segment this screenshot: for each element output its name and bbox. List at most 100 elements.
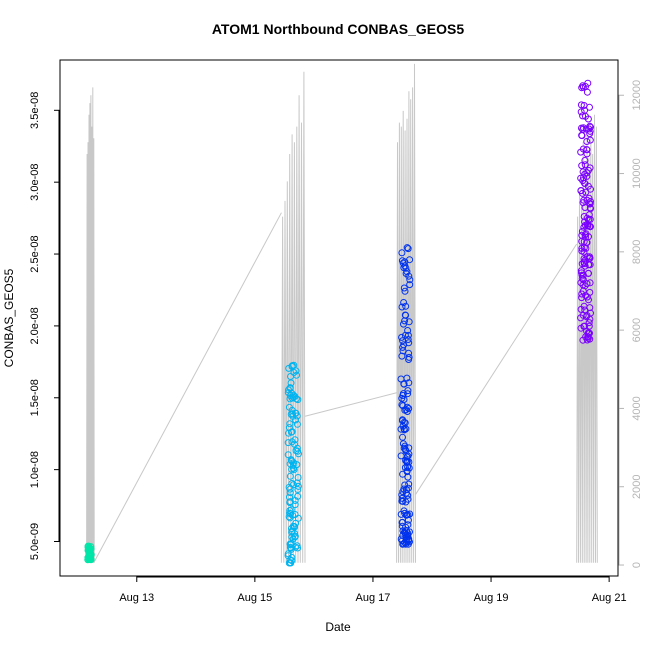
data-point bbox=[586, 103, 593, 111]
data-point bbox=[287, 559, 295, 567]
y2-tick-label: 0 bbox=[631, 562, 643, 568]
data-point bbox=[398, 333, 406, 341]
data-point bbox=[287, 379, 295, 387]
data-point bbox=[399, 488, 407, 496]
data-point bbox=[399, 540, 407, 548]
series-4 bbox=[577, 79, 594, 344]
data-point bbox=[398, 394, 406, 402]
data-point bbox=[579, 276, 587, 284]
altitude-ferry-leg-1 bbox=[93, 212, 282, 563]
y-tick-label: 2.5e-08 bbox=[29, 235, 41, 272]
chart-title: ATOM1 Northbound CONBAS_GEOS5 bbox=[212, 21, 464, 37]
y-tick-label: 3.5e-08 bbox=[29, 92, 41, 129]
data-point bbox=[402, 302, 410, 310]
data-point bbox=[398, 303, 406, 311]
data-point bbox=[583, 253, 591, 261]
data-point bbox=[579, 189, 586, 197]
data-point bbox=[399, 470, 407, 478]
data-point bbox=[577, 101, 585, 109]
data-point bbox=[291, 501, 299, 509]
data-point bbox=[399, 392, 407, 399]
data-point bbox=[289, 511, 296, 519]
x-tick-label: Aug 21 bbox=[592, 592, 627, 604]
data-point bbox=[578, 131, 586, 139]
data-point bbox=[284, 439, 292, 447]
data-point bbox=[401, 287, 409, 295]
data-point bbox=[294, 482, 302, 490]
y2-tick-label: 12000 bbox=[631, 80, 643, 111]
data-point bbox=[405, 339, 413, 347]
data-point bbox=[406, 276, 414, 284]
data-point bbox=[288, 533, 296, 541]
data-point bbox=[399, 337, 407, 345]
data-point bbox=[292, 519, 300, 527]
data-point bbox=[404, 331, 412, 339]
data-point bbox=[401, 317, 409, 325]
data-point bbox=[582, 230, 590, 238]
data-point bbox=[404, 484, 412, 492]
data-point bbox=[578, 162, 586, 170]
x-axis-label: Date bbox=[325, 620, 351, 634]
data-point bbox=[583, 172, 591, 180]
x-tick-label: Aug 13 bbox=[119, 592, 154, 604]
data-point bbox=[405, 318, 413, 326]
data-point bbox=[399, 440, 407, 448]
data-point bbox=[579, 271, 587, 279]
y2-tick-label: 6000 bbox=[631, 318, 643, 342]
y-tick-label: 1.5e-08 bbox=[29, 379, 41, 416]
data-point bbox=[583, 138, 591, 145]
data-point bbox=[401, 331, 409, 339]
y-tick-label: 3.0e-08 bbox=[29, 164, 41, 201]
altitude-trace-flight-1 bbox=[86, 87, 95, 563]
data-point bbox=[578, 231, 586, 239]
data-point bbox=[579, 168, 587, 176]
data-point bbox=[286, 543, 294, 551]
data-point bbox=[582, 313, 590, 321]
data-point bbox=[86, 555, 94, 562]
data-point bbox=[578, 244, 586, 252]
x-tick-label: Aug 17 bbox=[356, 592, 391, 604]
data-point bbox=[404, 491, 412, 499]
data-point bbox=[292, 416, 299, 424]
data-point bbox=[405, 356, 413, 363]
altitude-trace-flight-3 bbox=[396, 63, 416, 563]
data-point bbox=[403, 244, 411, 252]
series-3 bbox=[397, 244, 414, 548]
data-point bbox=[405, 464, 413, 472]
data-point bbox=[405, 450, 413, 458]
data-point bbox=[288, 465, 296, 473]
data-point bbox=[294, 544, 302, 552]
data-point bbox=[400, 507, 408, 515]
data-point bbox=[398, 519, 406, 526]
data-point bbox=[400, 380, 408, 388]
data-point bbox=[586, 253, 594, 261]
data-point bbox=[290, 361, 298, 369]
data-point bbox=[585, 319, 593, 327]
data-point bbox=[294, 486, 302, 493]
data-point bbox=[286, 498, 294, 506]
data-point bbox=[404, 473, 412, 481]
data-point bbox=[289, 461, 297, 469]
y2-tick-label: 8000 bbox=[631, 240, 643, 264]
y-tick-label: 2.0e-08 bbox=[29, 307, 41, 344]
data-point bbox=[578, 275, 586, 282]
data-point bbox=[290, 523, 298, 530]
data-point bbox=[577, 174, 585, 182]
data-point bbox=[580, 248, 588, 256]
data-point bbox=[397, 425, 405, 433]
data-point bbox=[581, 170, 589, 178]
data-point bbox=[585, 322, 593, 330]
y2-tick-label: 10000 bbox=[631, 158, 643, 189]
data-point bbox=[295, 450, 302, 458]
data-point bbox=[290, 459, 298, 467]
data-point bbox=[285, 403, 293, 411]
data-point bbox=[578, 84, 586, 92]
data-point bbox=[399, 433, 406, 441]
data-point bbox=[84, 542, 92, 550]
data-point bbox=[405, 379, 413, 387]
data-point bbox=[582, 125, 590, 133]
data-point bbox=[286, 395, 294, 403]
altitude-ferry-leg-2 bbox=[304, 392, 397, 417]
